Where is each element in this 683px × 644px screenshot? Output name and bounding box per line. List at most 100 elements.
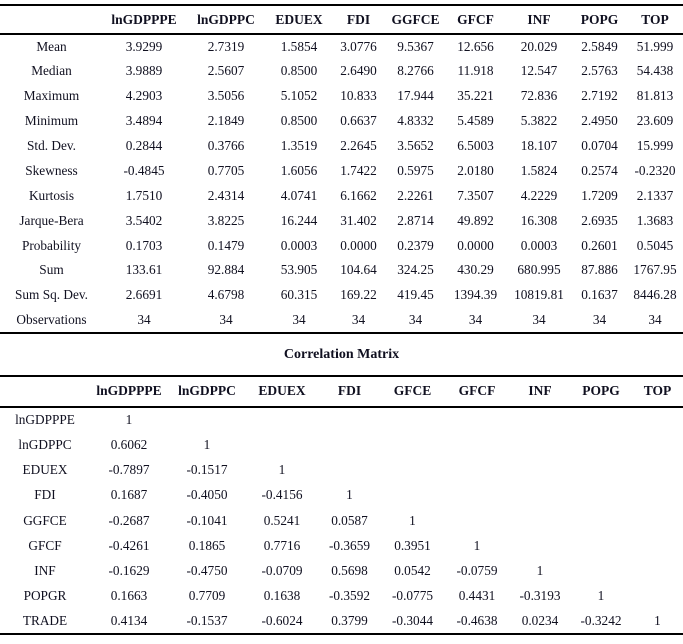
row-label: GGFCE bbox=[23, 512, 67, 528]
table-cell: 53.905 bbox=[280, 262, 318, 278]
table-cell bbox=[632, 432, 683, 457]
table-cell: 0.0000 bbox=[340, 237, 377, 253]
table-cell bbox=[510, 407, 570, 432]
table-cell: 1394.39 bbox=[453, 287, 498, 303]
table-row: Skewness -0.4845 0.7705 1.6056 1.7422 0.5975 2… bbox=[0, 158, 683, 183]
row-label: Jarque-Bera bbox=[19, 212, 84, 228]
table-cell: 324.25 bbox=[397, 262, 434, 278]
table-cell: -0.4156 bbox=[261, 487, 303, 503]
table-cell: 2.4314 bbox=[207, 187, 245, 203]
table-row: EDUEX -0.7897 -0.1517 1 bbox=[0, 457, 683, 482]
table-cell: 4.0741 bbox=[280, 187, 318, 203]
row-label: POPGR bbox=[23, 588, 67, 604]
table-cell: -0.0709 bbox=[261, 563, 303, 579]
table-cell: -0.3592 bbox=[329, 588, 370, 604]
table-cell bbox=[510, 432, 570, 457]
table-cell: 0.6637 bbox=[340, 113, 377, 129]
column-header: lnGDPPPE bbox=[90, 375, 168, 408]
row-label: Minimum bbox=[24, 113, 79, 129]
table-cell: 0.0003 bbox=[520, 237, 558, 253]
table-cell: 12.547 bbox=[520, 63, 558, 79]
table-cell bbox=[168, 407, 246, 432]
table-cell: 18.107 bbox=[520, 138, 558, 153]
table-cell bbox=[570, 533, 632, 558]
table-cell: 430.29 bbox=[457, 262, 494, 278]
table-cell: 0.7705 bbox=[207, 162, 245, 178]
table-cell: 5.3822 bbox=[520, 113, 558, 129]
row-label: INF bbox=[34, 563, 56, 579]
table-row: Maximum 4.2903 3.5056 5.1052 10.833 17.944 35.… bbox=[0, 84, 683, 109]
table-cell: 3.9299 bbox=[125, 38, 163, 54]
table-cell bbox=[510, 457, 570, 482]
table-cell bbox=[444, 483, 510, 508]
table-cell: 4.2229 bbox=[520, 187, 558, 203]
table-cell: 2.7319 bbox=[207, 38, 245, 54]
table-cell: 34 bbox=[648, 311, 662, 327]
table-cell bbox=[318, 457, 381, 482]
table-cell: 0.5241 bbox=[263, 512, 301, 528]
table-cell: 1767.95 bbox=[633, 262, 677, 278]
table-cell: 0.0587 bbox=[331, 512, 368, 528]
table-row: Sum 133.61 92.884 53.905 104.64 324.25 430.29 6… bbox=[0, 258, 683, 283]
row-label: Sum bbox=[39, 262, 64, 278]
row-label: Skewness bbox=[25, 162, 78, 178]
table-cell: 0.0000 bbox=[457, 237, 494, 253]
table-cell: 0.3766 bbox=[207, 138, 245, 153]
table-cell: 2.5763 bbox=[581, 63, 618, 79]
table-row: TRADE 0.4134 -0.1537 -0.6024 0.3799 -0.3044 -0… bbox=[0, 609, 683, 634]
row-label: EDUEX bbox=[22, 461, 68, 477]
table-cell: 0.2574 bbox=[581, 162, 618, 178]
table-row: Kurtosis 1.7510 2.4314 4.0741 6.1662 2.2261 7.… bbox=[0, 183, 683, 208]
table-cell bbox=[632, 558, 683, 583]
table-row: lnGDPPPE 1 bbox=[0, 407, 683, 432]
table-cell: 3.5402 bbox=[125, 212, 163, 228]
column-header: TOP bbox=[627, 5, 683, 35]
table-cell: 60.315 bbox=[280, 287, 318, 303]
table-cell: 81.813 bbox=[636, 88, 674, 104]
table-cell: 2.4950 bbox=[581, 113, 618, 129]
table-cell: 0.1637 bbox=[581, 287, 618, 303]
table-cell bbox=[444, 457, 510, 482]
column-header: GFCF bbox=[445, 5, 506, 35]
table-cell bbox=[570, 407, 632, 432]
table-cell: 0.3799 bbox=[331, 613, 368, 629]
table-row: FDI 0.1687 -0.4050 -0.4156 1 bbox=[0, 483, 683, 508]
table-cell: 16.308 bbox=[520, 212, 558, 228]
column-header: EDUEX bbox=[246, 375, 318, 408]
table-cell: -0.0775 bbox=[392, 588, 433, 604]
table-cell: 5.4589 bbox=[457, 113, 494, 129]
table-cell: 51.999 bbox=[636, 38, 674, 54]
table-cell: 1 bbox=[536, 563, 544, 579]
table-row: Probability 0.1703 0.1479 0.0003 0.0000 0.237… bbox=[0, 233, 683, 258]
table-cell: 34 bbox=[408, 311, 423, 327]
table-cell: 2.5607 bbox=[207, 63, 245, 79]
header-row: lnGDPPPE lnGDPPC EDUEX FDI GGFCE GFCF INF POPG T… bbox=[0, 5, 683, 35]
table-cell bbox=[246, 432, 318, 457]
descriptive-statistics-table: lnGDPPPE lnGDPPC EDUEX FDI GGFCE GFCF INF POPG T… bbox=[0, 4, 683, 334]
table-cell bbox=[632, 533, 683, 558]
table-cell bbox=[632, 508, 683, 533]
table-cell: 3.9889 bbox=[125, 63, 163, 79]
table-row: POPGR 0.1663 0.7709 0.1638 -0.3592 -0.0775 0.4… bbox=[0, 584, 683, 609]
table-cell: 1 bbox=[278, 461, 286, 477]
column-header: EDUEX bbox=[267, 5, 331, 35]
table-cell bbox=[444, 407, 510, 432]
table-cell: 16.244 bbox=[280, 212, 318, 228]
table-cell: -0.4050 bbox=[186, 487, 228, 503]
table-cell bbox=[246, 407, 318, 432]
table-cell: 169.22 bbox=[340, 287, 377, 303]
table-cell bbox=[570, 457, 632, 482]
table-cell: 419.45 bbox=[397, 287, 434, 303]
table-cell: -0.1629 bbox=[108, 563, 150, 579]
table-cell: 8.2766 bbox=[397, 63, 434, 79]
table-cell: 0.1687 bbox=[110, 487, 148, 503]
row-label: Median bbox=[31, 63, 72, 79]
table-cell bbox=[632, 584, 683, 609]
table-cell: -0.4261 bbox=[108, 537, 150, 553]
table-cell: 0.0542 bbox=[394, 563, 431, 579]
column-header: lnGDPPC bbox=[185, 5, 267, 35]
table-cell: 3.4894 bbox=[125, 113, 163, 129]
table-cell: 104.64 bbox=[340, 262, 377, 278]
row-label: Sum Sq. Dev. bbox=[14, 287, 89, 303]
